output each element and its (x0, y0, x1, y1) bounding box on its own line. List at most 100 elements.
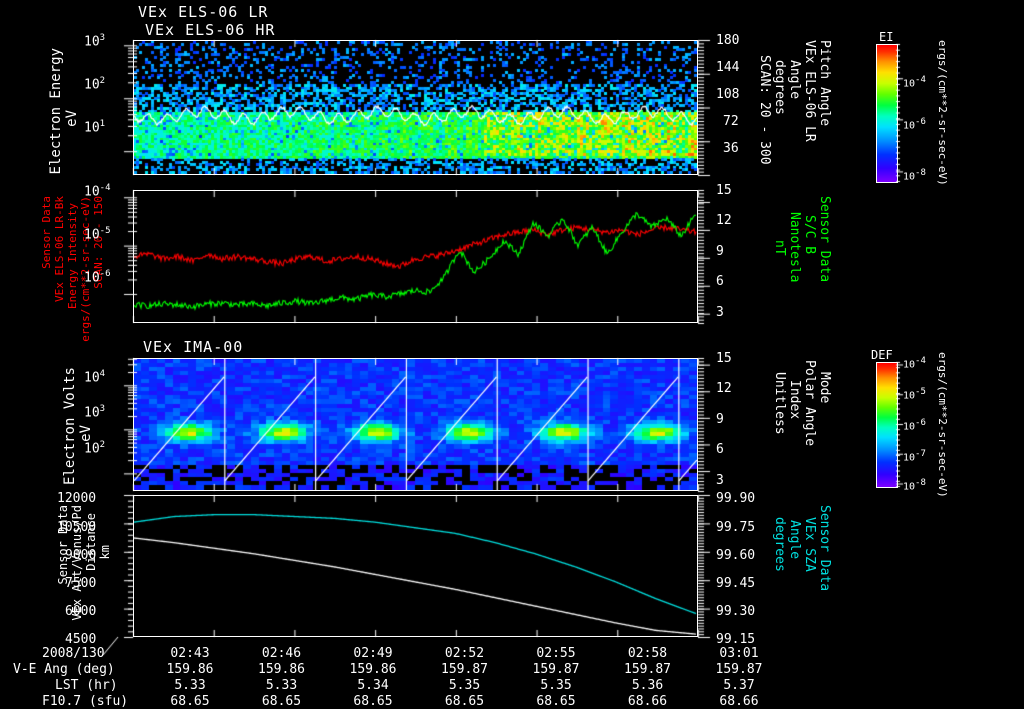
panel1-ytick-2: 102 (84, 76, 106, 93)
panel2-ylabel-line3: Energy Intensity (66, 203, 79, 309)
panel2-plot-area[interactable] (133, 190, 698, 323)
table-row-label-lst: LST (hr) (55, 678, 118, 693)
panel2-ylabel-line1: Sensor Data (40, 196, 53, 269)
table-cell-ve_ang-1: 159.86 (258, 662, 305, 677)
panel4-rlabel-line3: Angle (787, 520, 802, 560)
colorbar-ei-gradient (876, 44, 898, 183)
colorbar-ei-tick-2: 10-8 (903, 168, 926, 183)
colorbar-def-tick-4: 10-8 (903, 478, 926, 493)
panel3-rtick-6: 6 (716, 442, 724, 457)
colorbar-def-gradient (876, 362, 898, 488)
panel4-plot-area[interactable] (133, 495, 698, 637)
table-cell-f107-5: 68.66 (627, 694, 668, 709)
panel1-plot-area[interactable] (133, 40, 698, 175)
panel4-line-chart (134, 496, 697, 636)
panel2-rtick-9: 9 (716, 244, 724, 259)
table-cell-lst-6: 5.37 (723, 678, 755, 693)
panel2-rtick-6: 6 (716, 274, 724, 289)
panel2-ytick-m5: 10-5 (84, 226, 111, 243)
panel4-rlabel-line4: degrees (772, 517, 787, 572)
table-cell-ve_ang-4: 159.87 (532, 662, 580, 677)
table-cell-time-5: 02:58 (627, 646, 668, 661)
panel4-rtick-9975: 99.75 (716, 520, 756, 535)
panel1-rlabel-line5: SCAN: 20 - 300 (757, 55, 772, 165)
panel2-rlabel-line2: S/C B (802, 215, 817, 255)
panel1-ytick-1: 101 (84, 119, 106, 136)
panel2-ytick-m6: 10-6 (84, 269, 111, 286)
panel4-rtick-9990: 99.90 (716, 491, 756, 506)
panel1-title-hr: VEx ELS-06 HR (145, 21, 276, 39)
panel3-spectrogram (134, 359, 697, 490)
table-cell-f107-6: 68.66 (719, 694, 759, 709)
panel1-rtick-144: 144 (716, 60, 740, 75)
table-row-label-veang: V-E Ang (deg) (13, 662, 115, 677)
colorbar-def-tick-3: 10-7 (903, 449, 926, 464)
colorbar-ei-title: EI (879, 30, 894, 44)
table-cell-time-2: 02:49 (353, 646, 393, 661)
panel4-ytick-12000: 12000 (57, 491, 97, 506)
panel3-rtick-3: 3 (716, 473, 724, 488)
colorbar-def-tick-0: 10-4 (903, 356, 926, 371)
panel1-ylabel-line1: Electron Energy (48, 48, 64, 175)
table-cell-lst-0: 5.33 (174, 678, 206, 693)
panel4-ylabel-line1: Sensor Data (56, 505, 70, 585)
table-cell-f107-1: 68.65 (261, 694, 302, 709)
table-cell-f107-4: 68.65 (536, 694, 576, 709)
panel3-ytick-2: 102 (84, 440, 106, 457)
panel1-rlabel-line3: Angle (787, 60, 802, 100)
colorbar-ei-unit: ergs/(cm**2-sr-sec-eV) (936, 40, 949, 186)
panel2-rtick-15: 15 (716, 183, 732, 198)
colorbar-def-unit: ergs/(cm**2-sr-sec-eV) (936, 352, 949, 498)
table-cell-time-1: 02:46 (261, 646, 302, 661)
panel4-ytick-7500: 7500 (65, 576, 97, 591)
table-cell-ve_ang-0: 159.86 (166, 662, 214, 677)
panel3-rlabel-line2: Polar Angle (802, 360, 817, 447)
table-cell-ve_ang-2: 159.86 (349, 662, 397, 677)
panel2-rtick-3: 3 (716, 305, 724, 320)
panel2-rlabel-line3: Nanotesla (787, 212, 802, 283)
table-cell-lst-5: 5.36 (631, 678, 664, 693)
panel1-rtick-180: 180 (716, 33, 740, 48)
panel4-rtick-9915: 99.15 (716, 632, 756, 647)
panel3-plot-area[interactable] (133, 358, 698, 491)
colorbar-ei-tick-0: 10-4 (903, 75, 926, 90)
table-row-label-f107: F10.7 (sfu) (42, 694, 129, 709)
table-cell-lst-3: 5.35 (448, 678, 481, 693)
table-cell-lst-1: 5.33 (265, 678, 298, 693)
panel2-rlabel-line1: Sensor Data (817, 196, 832, 283)
panel3-rtick-9: 9 (716, 412, 724, 427)
table-cell-ve_ang-5: 159.87 (624, 662, 671, 677)
panel4-ytick-9000: 9000 (65, 548, 97, 563)
colorbar-def-tick-2: 10-6 (903, 418, 926, 433)
panel3-rlabel-line1: Mode (817, 372, 832, 404)
panel3-rtick-15: 15 (716, 351, 732, 366)
table-cell-lst-2: 5.34 (357, 678, 389, 693)
panel1-rlabel-line2: VEx ELS-06 LR (802, 40, 817, 142)
panel4-rlabel-line2: VEx SZA (802, 517, 817, 572)
panel2-ytick-m4: 10-4 (84, 183, 111, 200)
table-row-label-date: 2008/130 (42, 646, 105, 661)
panel4-ytick-4500: 4500 (65, 632, 97, 647)
table-cell-time-3: 02:52 (444, 646, 485, 661)
panel1-rtick-36: 36 (723, 141, 739, 156)
panel1-ylabel-line2: eV (64, 110, 80, 127)
table-cell-f107-0: 68.65 (170, 694, 210, 709)
panel3-rtick-12: 12 (716, 381, 732, 396)
colorbar-def-title: DEF (871, 348, 893, 362)
panel3-ytick-4: 104 (84, 369, 106, 386)
table-cell-ve_ang-3: 159.87 (441, 662, 488, 677)
panel2-line-chart (134, 191, 697, 322)
panel4-rtick-9945: 99.45 (716, 576, 756, 591)
panel2-rtick-12: 12 (716, 213, 732, 228)
panel3-title: VEx IMA-00 (143, 338, 244, 356)
panel1-rlabel-line1: Pitch Angle (817, 40, 832, 127)
panel1-ytick-3: 103 (84, 33, 106, 50)
panel4-rlabel-line1: Sensor Data (817, 505, 832, 592)
panel3-rlabel-line4: Unitless (772, 372, 787, 435)
panel2-ylabel-line2: VEx ELS-06 LR-Bk (53, 196, 66, 302)
table-cell-time-0: 02:43 (170, 646, 210, 661)
panel4-ytick-10500: 10500 (57, 520, 97, 535)
panel1-rlabel-line4: degrees (772, 60, 787, 115)
panel3-rlabel-line3: Index (787, 380, 802, 420)
panel4-rtick-9930: 99.30 (716, 604, 756, 619)
